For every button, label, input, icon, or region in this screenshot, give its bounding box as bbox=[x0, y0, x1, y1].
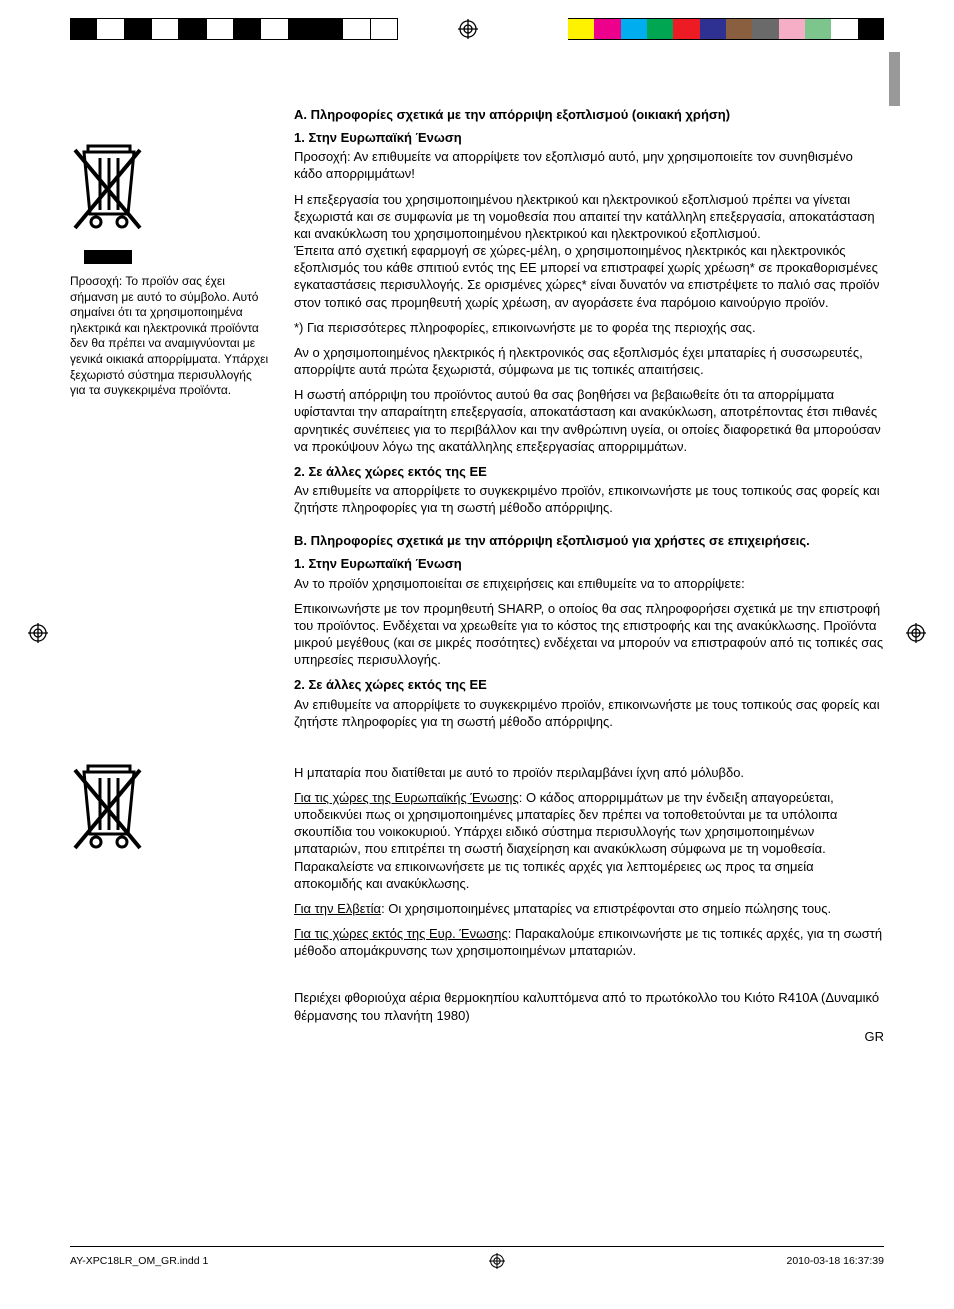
para: Για την Ελβετία: Οι χρησιμοποιημένες μπα… bbox=[294, 900, 884, 917]
battery-eu-label: Για τις χώρες της Ευρωπαϊκής Ένωσης bbox=[294, 790, 519, 805]
gwp-section: Περιέχει φθοριούχα αέρια θερμοκηπίου καλ… bbox=[70, 989, 884, 1044]
battery-eu-text: : Ο κάδος απορριμμάτων με την ένδειξη απ… bbox=[294, 790, 837, 891]
registration-mark-icon bbox=[458, 19, 478, 39]
para: Για τις χώρες εκτός της Ευρ. Ένωσης: Παρ… bbox=[294, 925, 884, 959]
main-column: Α. Πληροφορίες σχετικά με την απόρριψη ε… bbox=[294, 100, 884, 738]
registration-mark-icon bbox=[489, 1253, 505, 1269]
registration-mark-icon bbox=[28, 623, 48, 643]
para: Η σωστή απόρριψη του προϊόντος αυτού θα … bbox=[294, 386, 884, 455]
page-edge-tab bbox=[889, 52, 900, 106]
section-b2-title: 2. Σε άλλες χώρες εκτός της ΕΕ bbox=[294, 676, 884, 693]
para: Η επεξεργασία του χρησιμοποιημένου ηλεκτ… bbox=[294, 191, 884, 242]
battery-ch-label: Για την Ελβετία bbox=[294, 901, 381, 916]
para: Επικοινωνήστε με τον προμηθευτή SHARP, ο… bbox=[294, 600, 884, 669]
para: Έπειτα από σχετική εφαρμογή σε χώρες-μέλ… bbox=[294, 242, 884, 311]
gwp-text: Περιέχει φθοριούχα αέρια θερμοκηπίου καλ… bbox=[294, 989, 884, 1023]
para: Αν επιθυμείτε να απορρίψετε το συγκεκριμ… bbox=[294, 696, 884, 730]
battery-ch-text: : Οι χρησιμοποιημένες μπαταρίες να επιστ… bbox=[381, 901, 831, 916]
registration-mark-icon bbox=[906, 623, 926, 643]
para: *) Για περισσότερες πληροφορίες, επικοιν… bbox=[294, 319, 884, 336]
para: Αν το προϊόν χρησιμοποιείται σε επιχειρή… bbox=[294, 575, 884, 592]
side-column: Προσοχή: Το προϊόν σας έχει σήμανση με α… bbox=[70, 100, 270, 738]
battery-section: Η μπαταρία που διατίθεται με αυτό το προ… bbox=[70, 764, 884, 968]
section-a2-title: 2. Σε άλλες χώρες εκτός της ΕΕ bbox=[294, 463, 884, 480]
page-language-label: GR bbox=[294, 1028, 884, 1045]
para: Αν ο χρησιμοποιημένος ηλεκτρικός ή ηλεκτ… bbox=[294, 344, 884, 378]
para: Αν επιθυμείτε να απορρίψετε το συγκεκριμ… bbox=[294, 482, 884, 516]
footer-file: AY-XPC18LR_OM_GR.indd 1 bbox=[70, 1255, 208, 1267]
weee-bin-icon bbox=[70, 140, 148, 240]
weee-bin-icon bbox=[70, 760, 148, 860]
imposition-footer: AY-XPC18LR_OM_GR.indd 1 2010-03-18 16:37… bbox=[70, 1246, 884, 1269]
footer-date: 2010-03-18 16:37:39 bbox=[786, 1255, 884, 1267]
side-text: Προσοχή: Το προϊόν σας έχει σήμανση με α… bbox=[70, 274, 270, 399]
section-a-title: Α. Πληροφορίες σχετικά με την απόρριψη ε… bbox=[294, 106, 884, 123]
weee-blackbar bbox=[84, 250, 132, 264]
battery-noneu-label: Για τις χώρες εκτός της Ευρ. Ένωσης bbox=[294, 926, 508, 941]
para: Η μπαταρία που διατίθεται με αυτό το προ… bbox=[294, 764, 884, 781]
para: Προσοχή: Αν επιθυμείτε να απορρίψετε τον… bbox=[294, 148, 884, 182]
page-content: Προσοχή: Το προϊόν σας έχει σήμανση με α… bbox=[70, 100, 884, 1045]
para: Για τις χώρες της Ευρωπαϊκής Ένωσης: Ο κ… bbox=[294, 789, 884, 892]
section-b-title: Β. Πληροφορίες σχετικά με την απόρριψη ε… bbox=[294, 532, 884, 549]
section-b1-title: 1. Στην Ευρωπαϊκή Ένωση bbox=[294, 555, 884, 572]
section-a1-title: 1. Στην Ευρωπαϊκή Ένωση bbox=[294, 129, 884, 146]
